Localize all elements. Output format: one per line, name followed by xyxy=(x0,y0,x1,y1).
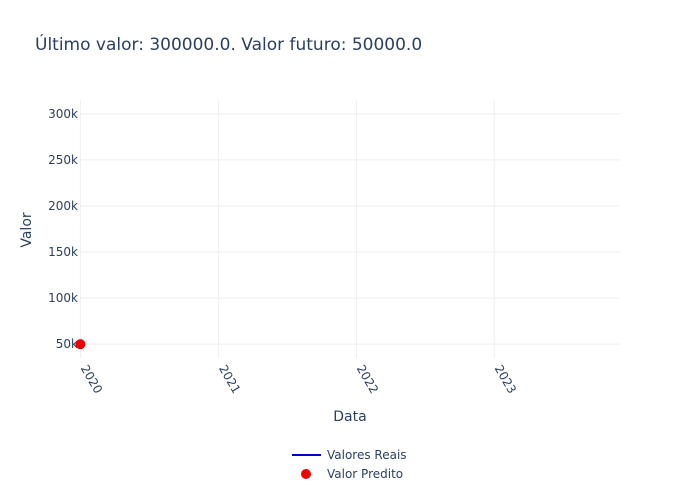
y-ticks: 50k 100k 150k 200k 250k 300k xyxy=(48,107,78,351)
legend-marker-swatch xyxy=(301,469,311,479)
legend[interactable]: Valores Reais Valor Predito xyxy=(292,448,407,481)
y-tick-label: 150k xyxy=(48,245,78,259)
grid-layer xyxy=(79,100,620,358)
chart-title: Último valor: 300000.0. Valor futuro: 50… xyxy=(35,33,422,55)
predicted-point[interactable] xyxy=(75,339,86,350)
y-tick-label: 300k xyxy=(48,107,78,121)
x-tick-label: 2022 xyxy=(354,363,381,396)
y-tick-label: 250k xyxy=(48,153,78,167)
y-axis-title: Valor xyxy=(19,212,35,248)
x-tick-label: 2023 xyxy=(492,363,519,396)
y-tick-label: 50k xyxy=(56,337,78,351)
legend-item-label[interactable]: Valor Predito xyxy=(327,467,403,481)
x-tick-label: 2020 xyxy=(78,363,105,396)
legend-item-label[interactable]: Valores Reais xyxy=(327,448,407,462)
x-axis-title: Data xyxy=(333,409,366,425)
y-tick-label: 100k xyxy=(48,291,78,305)
y-tick-label: 200k xyxy=(48,199,78,213)
x-ticks: 2020 2021 2022 2023 xyxy=(78,363,519,396)
plot-area xyxy=(75,339,86,350)
x-tick-label: 2021 xyxy=(216,363,243,396)
